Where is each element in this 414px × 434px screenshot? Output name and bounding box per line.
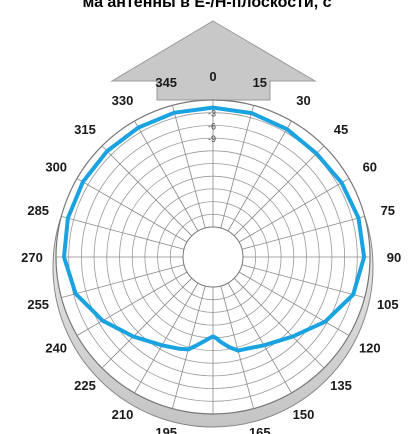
angle-label: 345 (155, 75, 177, 90)
angle-label: 60 (363, 160, 377, 175)
angle-label: 225 (74, 378, 96, 393)
grid-spoke (238, 178, 350, 243)
grid-spoke (134, 282, 199, 394)
angle-label: 255 (27, 297, 49, 312)
grid-spoke (61, 264, 185, 298)
grid-spoke (233, 277, 325, 369)
angle-label: 45 (334, 122, 348, 137)
angle-label: 75 (381, 203, 395, 218)
grid-spoke (238, 271, 350, 336)
angle-label: 300 (45, 160, 67, 175)
grid-spoke (220, 105, 254, 229)
angle-label: 150 (293, 407, 315, 422)
forward-direction-arrow (110, 20, 317, 101)
grid-spoke (220, 285, 254, 409)
angle-label: 180 (202, 431, 224, 434)
angle-label: 120 (359, 341, 381, 356)
ring-label: -9 (208, 134, 216, 144)
grid-spoke (172, 105, 206, 229)
ring-label: -6 (208, 121, 216, 131)
angle-label: 105 (377, 297, 399, 312)
angle-label: 285 (27, 203, 49, 218)
ring-label: -3 (208, 109, 216, 119)
grid-spoke (241, 216, 365, 250)
angle-label: 315 (74, 122, 96, 137)
angle-label: 330 (112, 93, 134, 108)
angle-label: 240 (45, 341, 67, 356)
angle-label: 165 (249, 425, 271, 434)
chart-title: ма антенны в Е-/Н-плоскости, с (82, 0, 332, 11)
grid-spoke (76, 178, 188, 243)
angle-label: 135 (330, 378, 352, 393)
grid-spoke (101, 277, 193, 369)
angle-label: 90 (387, 250, 401, 265)
grid-spoke (227, 282, 292, 394)
grid-spoke (227, 120, 292, 232)
grid-spoke (61, 216, 185, 250)
grid-spoke (101, 145, 193, 237)
angle-label: 0 (209, 69, 216, 84)
angle-label: 270 (21, 250, 43, 265)
angle-label: 210 (112, 407, 134, 422)
angle-label: 15 (253, 75, 267, 90)
pattern-curve (62, 105, 367, 353)
angle-label: 195 (155, 425, 177, 434)
grid-spoke (233, 145, 325, 237)
grid-spoke (76, 271, 188, 336)
grid-spoke (241, 264, 365, 298)
grid-spoke (134, 120, 199, 232)
center-hub (182, 226, 244, 288)
angle-label: 30 (296, 93, 310, 108)
